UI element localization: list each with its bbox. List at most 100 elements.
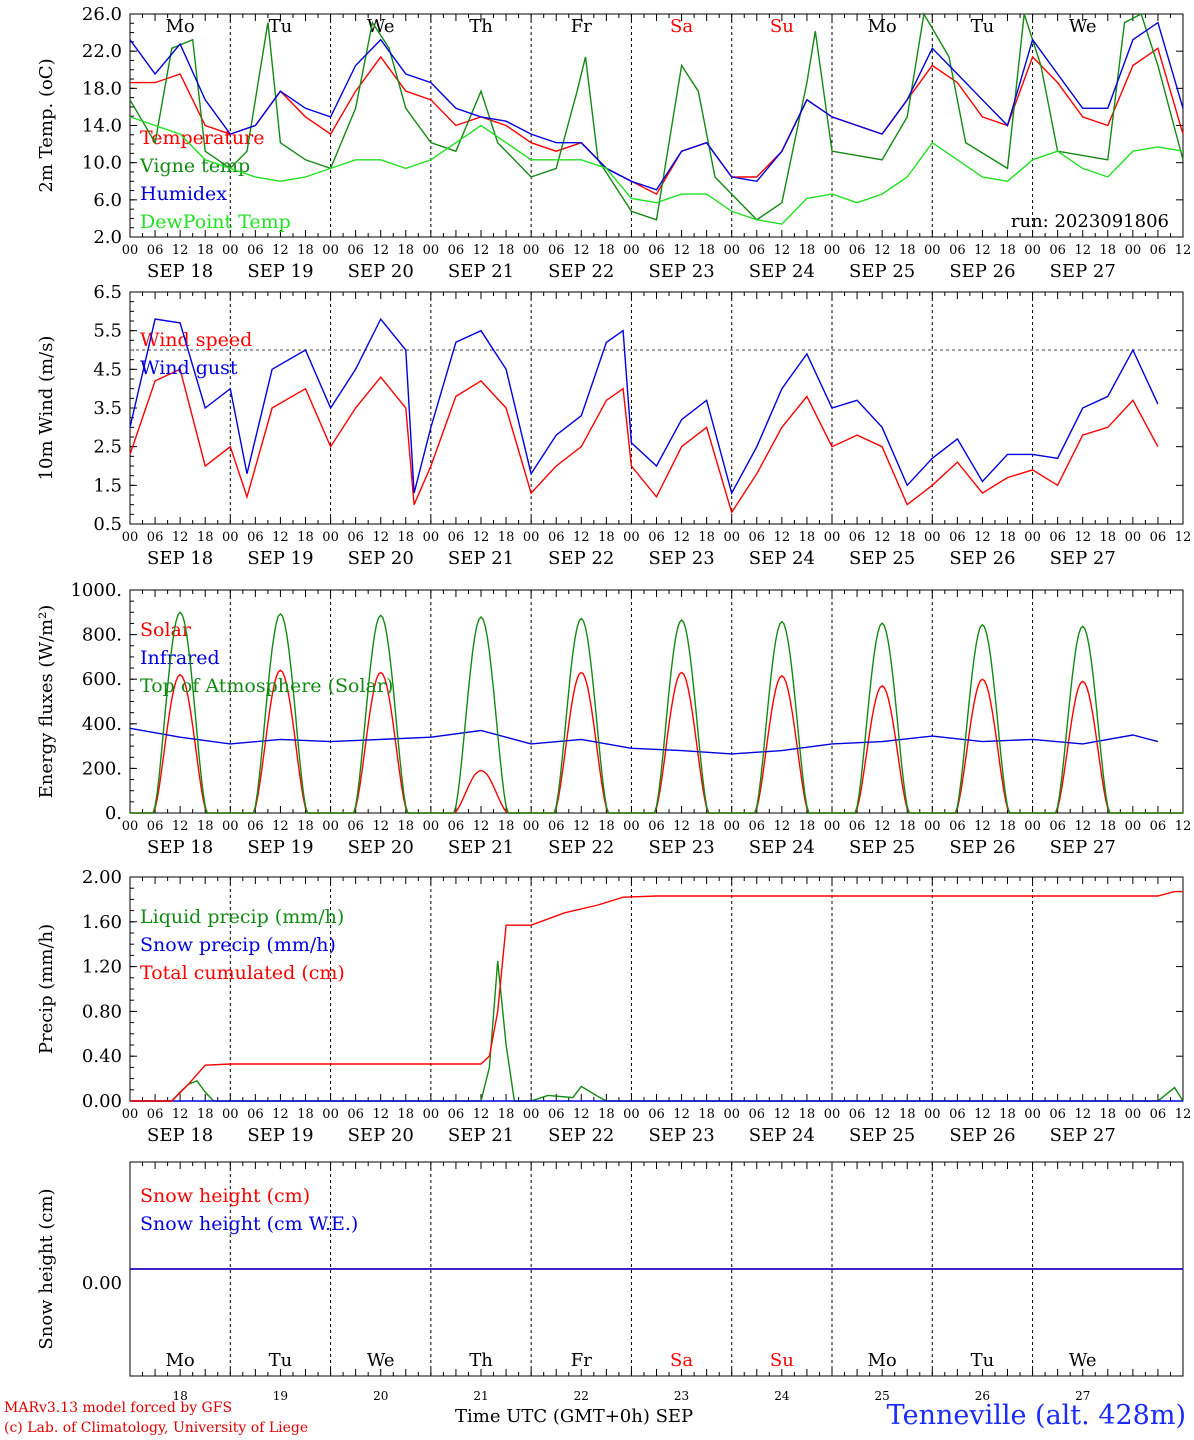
- x-hour-label: 18: [799, 530, 816, 545]
- y-tick-label: 2.5: [93, 437, 122, 458]
- y-tick-label: 1000.: [70, 580, 122, 601]
- x-hour-label: 06: [448, 530, 465, 545]
- series-line-total-cumulated-cm-: [130, 890, 1183, 1102]
- series-line-top-of-atmosphere-solar-: [130, 611, 1183, 814]
- x-hour-label: 18: [297, 1107, 314, 1122]
- x-hour-label: 00: [1024, 819, 1041, 834]
- day-number-label: 18: [173, 1389, 188, 1400]
- x-hour-label: 06: [949, 530, 966, 545]
- x-hour-label: 00: [322, 243, 339, 258]
- weather-chart: 2.0 6.0 10.0 14.0 18.0 22.0 26.0 2m Temp. (oC) 0…: [36, 4, 1191, 1400]
- x-date-label: SEP 26: [949, 1125, 1015, 1146]
- x-hour-label: 12: [473, 1107, 490, 1122]
- x-hour-label: 06: [949, 243, 966, 258]
- x-hour-label: 18: [899, 819, 916, 834]
- x-hour-label: 12: [372, 530, 389, 545]
- x-hour-label: 18: [999, 819, 1016, 834]
- x-hour-label: 06: [548, 819, 565, 834]
- x-hour-label: 06: [448, 1107, 465, 1122]
- x-hour-label: 12: [874, 1107, 891, 1122]
- y-tick-label: 1.5: [93, 475, 122, 496]
- x-hour-label: 06: [749, 1107, 766, 1122]
- x-hour-label: 06: [548, 243, 565, 258]
- x-date-label: SEP 25: [849, 261, 915, 282]
- y-tick-label: 5.5: [93, 321, 122, 342]
- x-date-label: SEP 27: [1050, 548, 1116, 569]
- y-tick-label: 600.: [82, 669, 122, 690]
- y-tick-label: 3.5: [93, 398, 122, 419]
- x-hour-label: 00: [924, 243, 941, 258]
- x-hour-label: 12: [172, 1107, 189, 1122]
- y-tick-label: 0.00: [82, 1091, 122, 1112]
- x-hour-label: 00: [222, 243, 239, 258]
- x-hour-label: 18: [498, 819, 515, 834]
- x-date-label: SEP 20: [348, 837, 414, 858]
- x-hour-label: 12: [372, 243, 389, 258]
- x-hour-label: 00: [122, 1107, 139, 1122]
- x-hour-label: 00: [122, 530, 139, 545]
- legend-entry: Solar: [140, 619, 192, 641]
- legend-entry: Wind gust: [140, 357, 238, 379]
- x-hour-label: 12: [974, 1107, 991, 1122]
- x-hour-label: 00: [122, 819, 139, 834]
- day-number-label: 22: [574, 1389, 589, 1400]
- x-hour-label: 12: [1074, 819, 1091, 834]
- legend-entry: Liquid precip (mm/h): [140, 906, 344, 928]
- x-hour-label: 18: [1100, 530, 1117, 545]
- x-hour-label: 06: [548, 1107, 565, 1122]
- x-hour-label: 18: [799, 1107, 816, 1122]
- day-name-label: We: [1069, 1350, 1097, 1371]
- x-hour-label: 18: [698, 243, 715, 258]
- y-tick-label: 18.0: [82, 78, 122, 99]
- station-title: Tenneville (alt. 428m): [886, 1400, 1186, 1431]
- x-hour-label: 12: [974, 530, 991, 545]
- y-axis-label: 10m Wind (m/s): [36, 336, 57, 481]
- x-hour-label: 06: [849, 243, 866, 258]
- legend-entry: Infrared: [140, 647, 220, 669]
- x-hour-label: 18: [398, 819, 415, 834]
- x-hour-label: 18: [197, 530, 214, 545]
- x-hour-label: 00: [623, 1107, 640, 1122]
- x-hour-label: 06: [347, 530, 364, 545]
- panel-frame-1: [129, 291, 1184, 525]
- x-date-label: SEP 27: [1050, 1125, 1116, 1146]
- x-date-label: SEP 21: [448, 548, 514, 569]
- x-date-label: SEP 22: [548, 548, 614, 569]
- y-tick-label: 10.0: [82, 153, 122, 174]
- y-tick-label: 0.00: [82, 1273, 122, 1294]
- series-line-wind-speed: [129, 368, 1159, 515]
- x-hour-label: 00: [322, 1107, 339, 1122]
- x-date-label: SEP 20: [348, 1125, 414, 1146]
- x-hour-label: 00: [523, 819, 540, 834]
- day-number-label: 24: [774, 1389, 790, 1400]
- x-hour-label: 12: [573, 1107, 590, 1122]
- x-hour-label: 00: [222, 1107, 239, 1122]
- y-tick-label: 0.40: [82, 1046, 122, 1067]
- day-name-label: We: [367, 1350, 395, 1371]
- x-hour-label: 12: [172, 819, 189, 834]
- y-tick-label: 6.0: [93, 190, 122, 211]
- day-number-label: 27: [1075, 1389, 1090, 1400]
- x-hour-label: 18: [398, 243, 415, 258]
- x-hour-label: 00: [824, 243, 841, 258]
- day-number-label: 25: [875, 1389, 890, 1400]
- day-number-label: 19: [273, 1389, 288, 1400]
- x-hour-label: 18: [1100, 1107, 1117, 1122]
- x-date-label: SEP 23: [648, 548, 714, 569]
- x-hour-label: 06: [1150, 530, 1167, 545]
- day-name-label: Sa: [670, 16, 693, 37]
- x-hour-label: 18: [999, 1107, 1016, 1122]
- x-hour-label: 18: [598, 819, 615, 834]
- x-hour-label: 18: [297, 819, 314, 834]
- x-hour-label: 06: [949, 1107, 966, 1122]
- day-name-label: Mo: [166, 16, 195, 37]
- day-name-label: Tu: [269, 1350, 293, 1371]
- x-hour-label: 18: [197, 243, 214, 258]
- x-date-label: SEP 24: [749, 261, 815, 282]
- credit-line-1: MARv3.13 model forced by GFS: [4, 1400, 233, 1416]
- x-hour-label: 12: [673, 819, 690, 834]
- y-axis-label: 2m Temp. (oC): [36, 58, 57, 192]
- x-hour-label: 12: [372, 1107, 389, 1122]
- legend-entry: Snow height (cm): [140, 1185, 310, 1207]
- x-hour-label: 06: [849, 819, 866, 834]
